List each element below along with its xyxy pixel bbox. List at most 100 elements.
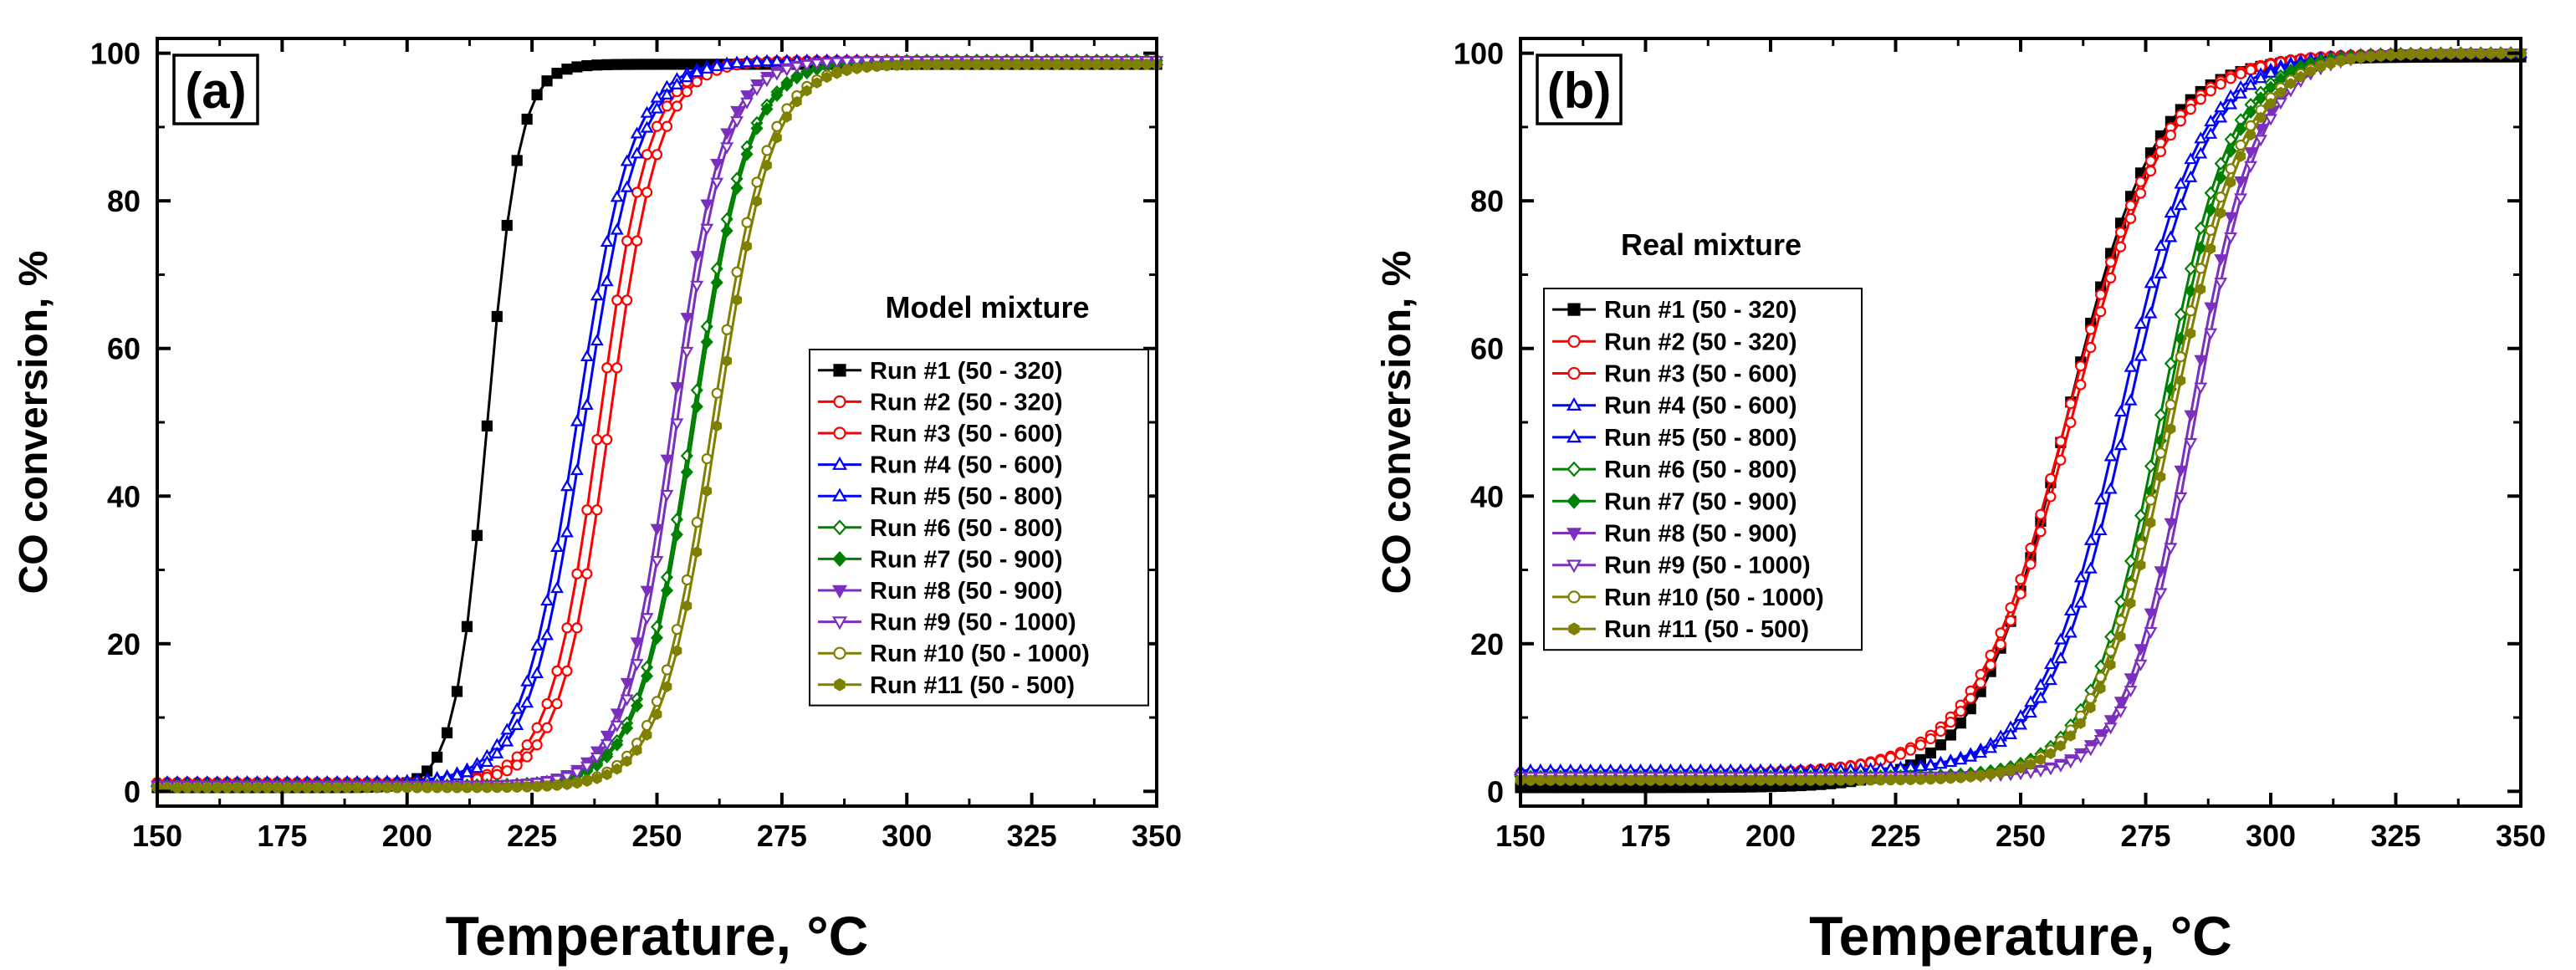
data-point — [491, 768, 503, 780]
data-point — [492, 781, 503, 794]
data-point — [710, 275, 723, 290]
data-point — [2446, 48, 2456, 59]
data-point — [550, 539, 564, 553]
data-point — [611, 59, 623, 70]
data-point — [561, 64, 573, 75]
data-point — [2105, 272, 2117, 284]
legend-entry: Run #10 (50 - 1000) — [818, 641, 1090, 667]
data-point — [2135, 559, 2146, 571]
data-point — [550, 581, 564, 594]
data-point — [769, 69, 784, 81]
data-point — [740, 147, 754, 161]
legend-entry: Run #6 (50 - 800) — [1552, 457, 1797, 483]
data-point — [601, 768, 612, 781]
x-tick-label: 175 — [1620, 819, 1670, 853]
data-point — [452, 782, 463, 794]
legend-swatch-marker — [1567, 366, 1581, 380]
data-point — [2124, 554, 2138, 569]
data-point — [692, 546, 703, 558]
legend-swatch-marker — [832, 519, 847, 536]
x-axis-title: Temperature, °C — [1809, 905, 2232, 967]
data-point — [2164, 230, 2178, 242]
x-tick-label: 300 — [882, 819, 932, 853]
data-point — [490, 746, 504, 758]
data-point — [660, 489, 674, 502]
data-point — [600, 234, 614, 248]
data-point — [2134, 508, 2148, 523]
data-point — [611, 362, 623, 374]
data-point — [2055, 454, 2067, 466]
data-point — [530, 666, 544, 678]
data-point — [660, 583, 673, 598]
data-point — [791, 95, 802, 108]
data-point — [2204, 114, 2218, 126]
legend-swatch-marker — [1566, 528, 1582, 542]
data-point — [2345, 54, 2356, 65]
data-point — [631, 744, 642, 756]
data-point — [630, 146, 644, 159]
data-point — [630, 659, 644, 671]
data-point — [2194, 241, 2207, 255]
data-point — [942, 59, 952, 70]
data-point — [292, 782, 303, 794]
legend-label: Run #5 (50 - 800) — [1604, 425, 1797, 452]
data-point — [2053, 632, 2067, 645]
data-point — [621, 294, 633, 306]
data-point — [2103, 722, 2118, 735]
data-point — [2234, 122, 2247, 136]
data-point — [1884, 752, 1897, 763]
data-point — [2204, 328, 2218, 340]
data-point — [2174, 465, 2188, 477]
data-point — [621, 755, 632, 768]
data-point — [690, 251, 704, 263]
data-point — [641, 59, 653, 70]
data-point — [560, 479, 574, 492]
data-point — [521, 739, 533, 751]
data-point — [2264, 114, 2277, 126]
data-point — [571, 568, 583, 579]
chart-panel-a: 150 175 200 225 250 275 300 325 350 0 20 40 60 80 100 T… — [12, 37, 1182, 967]
data-point — [770, 88, 784, 102]
data-point — [2315, 61, 2326, 74]
data-point — [1091, 59, 1102, 70]
data-point — [750, 121, 764, 135]
data-point — [2175, 115, 2186, 127]
data-point — [2235, 68, 2246, 79]
data-point — [1071, 59, 1082, 70]
data-point — [2214, 110, 2228, 123]
data-point — [1081, 59, 1092, 70]
data-point — [1825, 774, 1836, 786]
data-point — [2274, 98, 2287, 110]
data-point — [422, 782, 432, 794]
data-point — [2065, 730, 2076, 742]
data-point — [801, 84, 812, 97]
data-point — [520, 674, 534, 687]
data-point — [470, 761, 484, 773]
data-point — [2194, 221, 2207, 236]
legend-swatch-marker — [1566, 559, 1582, 574]
data-point — [971, 59, 982, 70]
data-point — [631, 698, 644, 713]
x-tick-label: 225 — [1870, 819, 1920, 853]
data-point — [322, 782, 332, 794]
legend-label: Run #3 (50 - 600) — [870, 421, 1062, 447]
legend-entry: Run #4 (50 - 600) — [818, 452, 1062, 479]
legend-box — [809, 349, 1149, 707]
data-point — [1575, 774, 1586, 786]
data-point — [2073, 595, 2088, 608]
data-point — [2085, 341, 2097, 354]
data-point — [551, 697, 563, 710]
data-point — [1061, 59, 1072, 70]
data-point — [2194, 382, 2208, 395]
data-point — [661, 100, 673, 112]
x-tick-label: 150 — [132, 819, 182, 853]
legend-entry: Run #1 (50 - 320) — [1552, 297, 1797, 324]
data-point — [710, 59, 724, 71]
data-point — [2184, 410, 2198, 422]
data-point — [2155, 471, 2166, 482]
data-point — [541, 722, 553, 733]
data-point — [721, 324, 733, 335]
data-point — [1955, 717, 1966, 729]
data-point — [2043, 673, 2057, 686]
data-point — [700, 199, 714, 212]
